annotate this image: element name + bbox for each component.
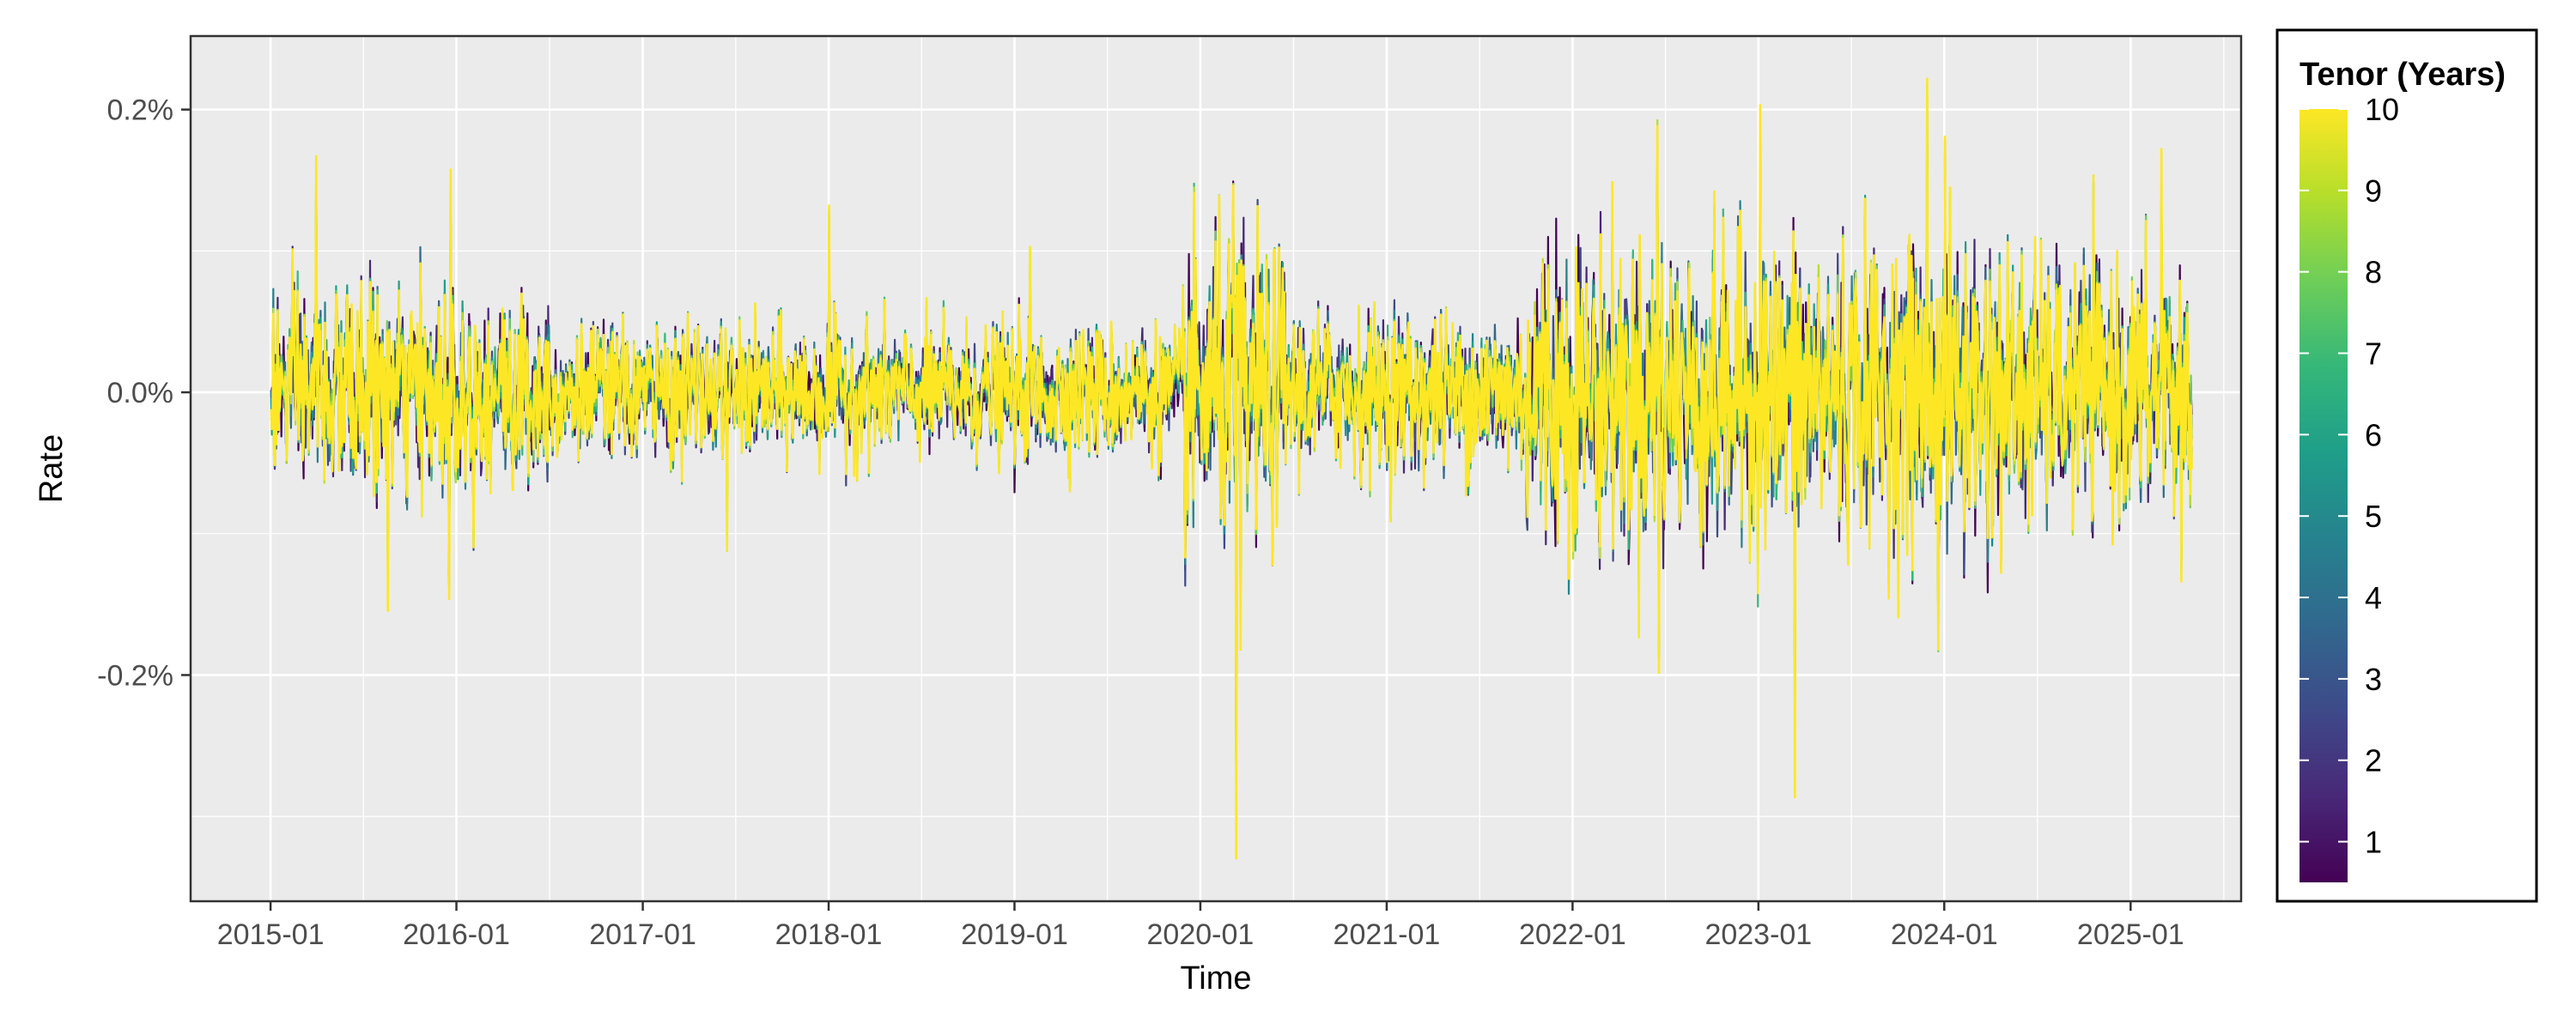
- x-axis-title: Time: [1180, 960, 1251, 997]
- legend-label: 9: [2365, 173, 2382, 209]
- legend-ticks: 10 9 8 7 6 5 4 3 2 1: [2300, 92, 2399, 860]
- x-tick-label: 2021-01: [1334, 918, 1441, 951]
- legend-label: 4: [2365, 580, 2382, 615]
- y-tick-label: -0.2%: [97, 659, 173, 692]
- y-tick-label: 0.2%: [107, 94, 174, 127]
- x-tick-label: 2024-01: [1891, 918, 1998, 951]
- legend-colorbar: [2300, 109, 2348, 882]
- x-tick-label: 2016-01: [403, 918, 510, 951]
- legend-label: 8: [2365, 255, 2382, 290]
- legend: Tenor (Years) 10 9 8 7 6 5 4 3 2 1: [2275, 28, 2538, 903]
- legend-label: 3: [2365, 662, 2382, 697]
- legend-label: 2: [2365, 743, 2382, 779]
- series-lines: [270, 77, 2193, 860]
- legend-title: Tenor (Years): [2300, 57, 2506, 93]
- legend-label: 6: [2365, 417, 2382, 452]
- x-tick-label: 2017-01: [589, 918, 696, 951]
- y-axis: 0.2% 0.0% -0.2%: [97, 94, 191, 692]
- y-axis-title: Rate: [33, 434, 70, 503]
- x-axis: 2015-01 2016-01 2017-01 2018-01 2019-01 2020-…: [217, 901, 2184, 951]
- x-tick-label: 2022-01: [1519, 918, 1626, 951]
- legend-label: 10: [2365, 92, 2399, 127]
- y-tick-label: 0.0%: [107, 377, 174, 409]
- legend-label: 7: [2365, 336, 2382, 372]
- x-tick-label: 2018-01: [775, 918, 883, 951]
- x-tick-label: 2025-01: [2077, 918, 2184, 951]
- plot-panel-border: [189, 34, 2243, 903]
- series-line-tenor-10: [270, 77, 2193, 860]
- x-tick-label: 2019-01: [961, 918, 1068, 951]
- x-tick-label: 2015-01: [217, 918, 325, 951]
- x-tick-label: 2023-01: [1704, 918, 1812, 951]
- legend-label: 1: [2365, 825, 2382, 860]
- legend-label: 5: [2365, 499, 2382, 534]
- x-tick-label: 2020-01: [1147, 918, 1255, 951]
